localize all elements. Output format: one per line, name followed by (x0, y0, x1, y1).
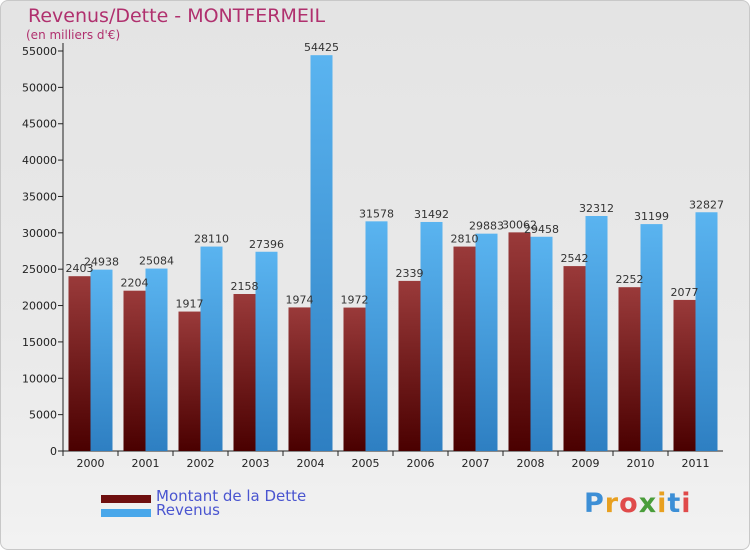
data-label-revenus: 32312 (579, 202, 614, 215)
bar-dette (453, 246, 476, 451)
bar-revenus (640, 224, 663, 451)
y-tick-label: 5000 (29, 409, 57, 422)
bar-dette (508, 232, 531, 451)
data-label-revenus: 28110 (194, 233, 229, 246)
bar-revenus (365, 221, 388, 451)
data-label-dette: 30062 (502, 218, 537, 231)
logo-letter: i (657, 488, 668, 519)
legend-swatch-revenus (101, 509, 151, 517)
data-label-dette: 1917 (176, 298, 204, 311)
bar-dette (563, 266, 586, 451)
x-tick-label: 2007 (462, 457, 490, 470)
data-label-revenus: 31578 (359, 207, 394, 220)
x-tick-label: 2003 (242, 457, 270, 470)
logo-letter: t (667, 488, 682, 519)
chart-subtitle: (en milliers d'€) (26, 28, 121, 42)
bar-revenus (90, 269, 113, 451)
y-tick-label: 45000 (22, 118, 57, 131)
data-label-dette: 2542 (561, 252, 589, 265)
legend-label-dette: Montant de la Dette (156, 487, 307, 505)
bar-dette (68, 276, 91, 451)
x-tick-label: 2000 (77, 457, 105, 470)
x-tick-label: 2009 (572, 457, 600, 470)
bar-dette (398, 280, 421, 451)
data-label-revenus: 29883 (469, 220, 504, 233)
y-tick-label: 50000 (22, 81, 57, 94)
bar-revenus (585, 216, 608, 451)
bar-revenus (310, 55, 333, 451)
data-label-dette: 2252 (616, 273, 644, 286)
data-label-dette: 2158 (231, 280, 259, 293)
data-label-revenus: 31492 (414, 208, 449, 221)
data-label-revenus: 24938 (84, 256, 119, 269)
bar-dette (288, 307, 311, 451)
data-label-dette: 1972 (341, 294, 369, 307)
data-label-dette: 2339 (396, 267, 424, 280)
data-label-dette: 2204 (121, 277, 149, 290)
bar-revenus (145, 268, 168, 451)
bar-revenus (695, 212, 718, 451)
x-tick-label: 2011 (682, 457, 710, 470)
logo-letter: P (584, 488, 605, 519)
legend-label-revenus: Revenus (156, 501, 220, 519)
y-tick-label: 10000 (22, 372, 57, 385)
bar-dette (673, 299, 696, 451)
data-label-revenus: 32827 (689, 198, 724, 211)
legend-swatch-dette (101, 495, 151, 503)
data-label-revenus: 27396 (249, 238, 284, 251)
data-label-dette: 2403 (66, 262, 94, 275)
bar-revenus (255, 251, 278, 451)
y-tick-label: 20000 (22, 300, 57, 313)
logo-letter: r (604, 488, 620, 519)
x-tick-label: 2010 (627, 457, 655, 470)
x-tick-label: 2001 (132, 457, 160, 470)
logo-letter: o (619, 488, 639, 519)
bar-revenus (200, 246, 223, 451)
bar-dette (618, 287, 641, 451)
bar-dette (343, 307, 366, 451)
bar-revenus (530, 236, 553, 451)
data-label-dette: 2810 (451, 233, 479, 246)
logo-letter: i (681, 488, 692, 519)
chart-title: Revenus/Dette - MONTFERMEIL (28, 5, 326, 27)
logo-letter: x (638, 488, 658, 519)
y-tick-label: 30000 (22, 227, 57, 240)
data-label-revenus: 25084 (139, 255, 174, 268)
bar-dette (123, 290, 146, 451)
bar-dette (233, 293, 256, 451)
x-tick-label: 2008 (517, 457, 545, 470)
proxiti-logo: Proxiti (584, 488, 692, 519)
data-label-revenus: 31199 (634, 210, 669, 223)
y-tick-label: 25000 (22, 263, 57, 276)
x-tick-label: 2006 (407, 457, 435, 470)
x-tick-label: 2002 (187, 457, 215, 470)
bar-revenus (475, 233, 498, 451)
data-label-revenus: 54425 (304, 41, 339, 54)
bar-dette (178, 311, 201, 451)
y-tick-label: 55000 (22, 45, 57, 58)
y-tick-label: 40000 (22, 154, 57, 167)
y-tick-label: 15000 (22, 336, 57, 349)
y-tick-label: 35000 (22, 190, 57, 203)
y-tick-label: 0 (50, 445, 57, 458)
data-label-dette: 2077 (671, 286, 699, 299)
bar-revenus (420, 221, 443, 451)
x-tick-label: 2005 (352, 457, 380, 470)
data-label-revenus: 29458 (524, 223, 559, 236)
data-label-dette: 1974 (286, 293, 314, 306)
x-tick-label: 2004 (297, 457, 325, 470)
